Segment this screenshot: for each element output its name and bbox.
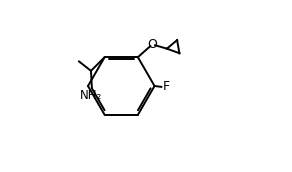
Text: F: F	[163, 80, 170, 93]
Text: O: O	[147, 38, 157, 51]
Text: NH₂: NH₂	[80, 89, 102, 102]
